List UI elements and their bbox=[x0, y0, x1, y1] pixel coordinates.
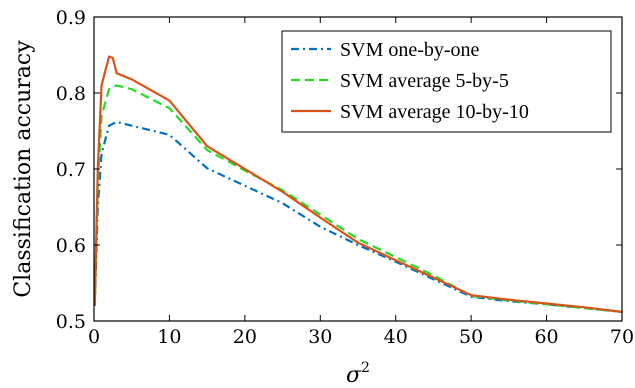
y-tick-label: 0.5 bbox=[56, 311, 86, 333]
legend-box bbox=[281, 30, 612, 133]
x-tick-label: 10 bbox=[157, 326, 181, 348]
y-tick-label: 0.8 bbox=[56, 83, 86, 105]
x-tick-label: 0 bbox=[88, 326, 100, 348]
x-axis-label-symbol: σ bbox=[346, 363, 362, 388]
y-tick-label: 0.9 bbox=[56, 7, 86, 29]
series-line-1 bbox=[93, 120, 623, 313]
legend-label-3: SVM average 10-by-10 bbox=[340, 101, 529, 123]
legend: SVM one-by-one SVM average 5-by-5 SVM aver… bbox=[281, 30, 612, 133]
x-tick-label: 20 bbox=[233, 326, 257, 348]
x-tick-label: 60 bbox=[534, 326, 558, 348]
series-line-3 bbox=[93, 55, 623, 313]
y-tick-label: 0.7 bbox=[56, 159, 86, 181]
y-tick-label: 0.6 bbox=[56, 235, 86, 257]
x-tick-label: 50 bbox=[459, 326, 483, 348]
y-axis-label: Classification accuracy bbox=[11, 40, 36, 298]
x-tick-label: 70 bbox=[610, 326, 634, 348]
legend-label-2: SVM average 5-by-5 bbox=[340, 70, 509, 92]
legend-label-1: SVM one-by-one bbox=[340, 39, 480, 61]
x-tick-label: 40 bbox=[384, 326, 408, 348]
x-axis-label-superscript: 2 bbox=[361, 360, 370, 376]
plot-area bbox=[93, 55, 623, 313]
plot-frame bbox=[93, 16, 623, 322]
axis-ticks: 0 10 20 30 40 50 60 70 0.5 0.6 0.7 0.8 0.9 bbox=[56, 7, 634, 348]
x-tick-label: 30 bbox=[308, 326, 332, 348]
x-axis-label: σ2 bbox=[346, 360, 370, 388]
